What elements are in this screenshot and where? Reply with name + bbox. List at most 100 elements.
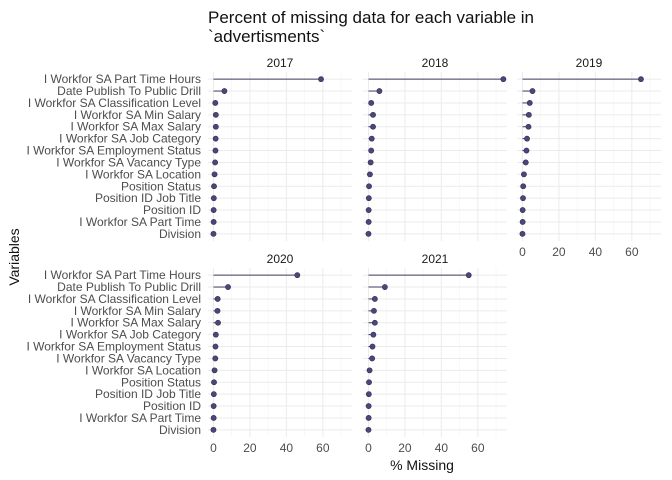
y-tick-label: Position Status <box>121 375 201 389</box>
lollipop-point <box>214 307 221 314</box>
lollipop-point <box>369 355 376 362</box>
chart-title-line: `advertisments` <box>208 27 325 46</box>
lollipop-point <box>519 207 526 213</box>
x-axis-label: % Missing <box>390 457 454 473</box>
lollipop-point <box>376 88 383 94</box>
lollipop-point <box>210 219 217 225</box>
lollipop-point <box>367 159 374 166</box>
lollipop-point <box>365 415 372 421</box>
x-tick-label: 0 <box>210 441 217 455</box>
lollipop-point <box>367 171 373 178</box>
lollipop-point <box>520 183 527 190</box>
y-tick-label: I Workfor SA Vacancy Type <box>56 155 201 169</box>
lollipop-point <box>370 331 377 338</box>
facet-panel-2021: 2021 0 20 40 60 <box>363 252 507 455</box>
y-tick-label: Position ID Job Title <box>95 387 201 401</box>
y-tick-label: I Workfor SA Job Category <box>59 132 201 146</box>
x-tick-label: 20 <box>398 441 412 455</box>
y-tick-label: I Workfor SA Max Salary <box>71 316 201 330</box>
lollipop-point <box>210 195 217 202</box>
y-tick-label: I Workfor SA Location <box>85 167 201 181</box>
lollipop-point <box>381 284 388 290</box>
y-tick-label: Division <box>159 227 201 241</box>
lollipop-point <box>212 343 219 350</box>
lollipop-point <box>366 183 372 190</box>
lollipop-point <box>370 111 376 118</box>
lollipop-point <box>368 135 375 142</box>
lollipop-point <box>465 272 472 279</box>
x-tick-label: 60 <box>625 245 639 259</box>
lollipop-point <box>365 426 372 433</box>
lollipop-point <box>365 391 372 398</box>
lollipop-point <box>318 76 324 83</box>
facet-strip-label: 2017 <box>267 56 294 70</box>
y-tick-label: Date Publish To Public Drill <box>57 84 201 98</box>
lollipop-point <box>521 171 527 178</box>
y-tick-label: Position ID Job Title <box>95 191 201 205</box>
lollipop-point <box>366 379 372 386</box>
y-tick-label: I Workfor SA Part Time <box>79 411 201 425</box>
x-tick-label: 40 <box>435 441 449 455</box>
y-tick-label: I Workfor SA Max Salary <box>71 120 201 134</box>
lollipop-point <box>212 135 219 142</box>
lollipop-point <box>211 183 217 190</box>
lollipop-point <box>211 367 218 374</box>
y-tick-label: Position ID <box>143 399 201 413</box>
y-tick-label: Position ID <box>143 203 201 217</box>
lollipop-point <box>366 367 373 374</box>
lollipop-point <box>210 391 217 398</box>
lollipop-point <box>365 219 372 225</box>
x-tick-label: 60 <box>316 441 330 455</box>
y-tick-label: I Workfor SA Min Salary <box>74 108 201 122</box>
lollipop-point <box>371 319 378 326</box>
lollipop-point <box>211 379 217 386</box>
lollipop-point <box>519 230 526 237</box>
x-tick-label: 40 <box>589 245 603 259</box>
lollipop-point <box>369 343 376 350</box>
lollipop-point <box>210 426 217 433</box>
lollipop-point <box>215 319 221 326</box>
y-tick-label: Position Status <box>121 179 201 193</box>
x-tick-label: 0 <box>519 245 526 259</box>
lollipop-point <box>368 100 375 106</box>
lollipop-point <box>210 415 217 421</box>
lollipop-point <box>210 403 217 409</box>
lollipop-point <box>368 147 375 154</box>
y-tick-label: I Workfor SA Classification Level <box>28 292 201 306</box>
lollipop-point <box>365 230 372 237</box>
y-tick-label: I Workfor SA Vacancy Type <box>56 351 201 365</box>
facet-strip-label: 2021 <box>422 252 449 266</box>
lollipop-point <box>524 135 530 142</box>
lollipop-point <box>214 296 221 302</box>
lollipop-point <box>371 307 377 314</box>
facet-panel-2018: 2018 <box>363 56 507 241</box>
lollipop-point <box>212 159 219 166</box>
x-tick-label: 0 <box>365 441 372 455</box>
lollipop-point <box>523 147 530 154</box>
y-tick-label: I Workfor SA Classification Level <box>28 96 201 110</box>
facet-panel-2019: 2019 0 20 40 60 <box>517 56 661 259</box>
facet-strip-label: 2020 <box>267 252 294 266</box>
lollipop-point <box>294 272 301 279</box>
y-tick-label: I Workfor SA Employment Status <box>26 340 201 354</box>
lollipop-point <box>212 147 219 154</box>
y-tick-label: I Workfor SA Job Category <box>59 328 201 342</box>
y-tick-label: Date Publish To Public Drill <box>57 280 201 294</box>
lollipop-point <box>211 171 218 178</box>
lollipop-point <box>210 207 217 213</box>
y-tick-label: Division <box>159 423 201 437</box>
y-axis-label: Variables <box>6 228 22 285</box>
lollipop-point <box>525 123 532 130</box>
lollipop-point <box>212 111 219 118</box>
y-tick-label: I Workfor SA Part Time <box>79 215 201 229</box>
facet-strip-label: 2018 <box>422 56 449 70</box>
lollipop-point <box>212 355 219 362</box>
lollipop-point <box>522 159 529 166</box>
y-tick-label: I Workfor SA Part Time Hours <box>44 72 201 86</box>
lollipop-point <box>365 195 372 202</box>
y-tick-label: I Workfor SA Location <box>85 363 201 377</box>
lollipop-point <box>525 111 532 118</box>
lollipop-point <box>225 284 231 290</box>
lollipop-point <box>212 123 219 130</box>
